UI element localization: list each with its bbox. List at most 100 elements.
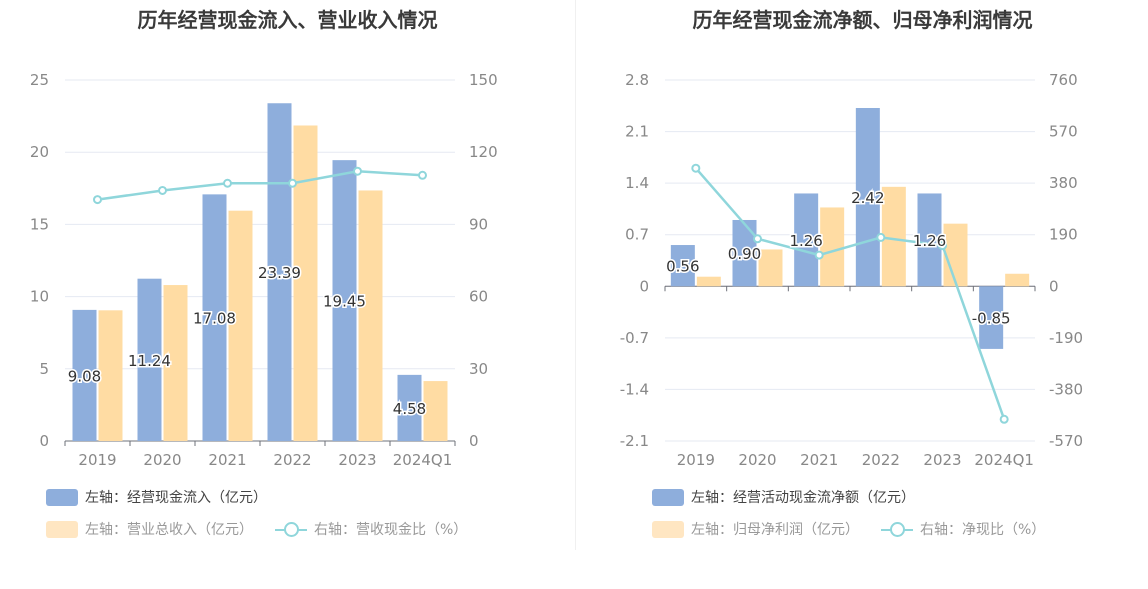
legend-item-cash-inflow[interactable]: 左轴：经营现金流入（亿元） [46,487,267,507]
left-axis-tick-label: 0 [639,277,649,295]
line-point [814,250,824,260]
left-axis-tick-label: 1.4 [625,174,649,192]
legend-line-marker-icon [275,521,307,538]
legend-swatch-blue [652,488,684,506]
right-axis-tick-label: 60 [469,288,488,306]
left-axis-tick-label: 25 [30,71,49,89]
legend-swatch-orange [46,520,78,538]
left-axis-tick-label: 0.7 [625,226,649,244]
x-axis-tick-label: 2020 [738,451,776,469]
chart-panel-right: 历年经营现金流净额、归母净利润情况 -2.1 -570 -1.4 -380 -0.7 -1… [577,0,1148,589]
right-axis-tick-label: 190 [1049,226,1078,244]
line-point [876,232,886,242]
x-axis-tick-label: 2019 [677,451,715,469]
line-point [753,234,762,244]
series-line [694,167,1006,420]
legend-item-cash-revenue-ratio[interactable]: 右轴：营收现金比（%） [275,519,467,539]
bar-blue [670,245,695,287]
x-axis-tick-label: 2024Q1 [393,451,453,469]
legend-label-revenue: 左轴：营业总收入（亿元） [85,522,253,538]
right-axis-tick-label: -570 [1049,432,1083,450]
right-axis-tick-label: 0 [469,432,479,450]
data-label: 1.26 [789,232,822,250]
x-axis-tick-label: 2021 [208,451,246,469]
right-axis-tick-label: 380 [1049,174,1078,192]
line-point [223,178,232,188]
line-point [288,178,297,188]
legend-row-1-left: 左轴：经营现金流入（亿元） [46,487,289,507]
left-axis-tick-label: 5 [39,360,49,378]
left-axis-tick-label: -0.7 [620,329,649,347]
bar-orange [293,125,318,442]
data-label: 0.56 [666,258,699,276]
right-axis-tick-label: 150 [469,71,498,89]
line-point [158,185,167,195]
x-axis-tick-label: 2019 [78,451,116,469]
x-axis-tick-label: 2022 [862,451,900,469]
data-label: 9.08 [68,367,101,385]
x-axis-tick-label: 2021 [800,451,838,469]
line-point [691,163,701,173]
bar-blue [794,193,819,287]
bar-blue [267,103,292,441]
x-axis-tick-label: 2023 [923,451,961,469]
data-label: 19.45 [323,293,366,311]
data-label: 17.08 [193,310,236,328]
legend-row-2-left: 左轴：营业总收入（亿元） 右轴：营收现金比（%） [46,519,489,539]
bar-blue [397,374,422,441]
data-label: -0.85 [972,310,1011,328]
legend-row-1-right: 左轴：经营活动现金流净额（亿元） [652,487,937,507]
bar-blue [332,160,357,441]
panel-divider [575,0,576,550]
bar-orange [758,249,783,287]
right-axis-tick-label: 30 [469,360,488,378]
bar-orange [423,381,448,441]
legend-swatch-orange [652,520,684,538]
x-axis-tick-label: 2023 [338,451,376,469]
bar-blue [979,286,1004,349]
data-label: 1.26 [913,232,946,250]
line-point [938,241,947,251]
legend-item-net-cash-ratio[interactable]: 右轴：净现比（%） [881,519,1045,539]
left-axis-tick-label: -2.1 [620,432,649,450]
legend-label-cash-inflow: 左轴：经营现金流入（亿元） [85,490,267,506]
left-axis-tick-label: 2.1 [625,123,649,141]
x-axis-tick-label: 2022 [273,451,311,469]
right-axis-tick-label: -190 [1049,329,1083,347]
chart-plot-right: -2.1 -570 -1.4 -380 -0.7 -190 0 0 0.7 190 1.4 380 2.… [620,71,1083,469]
bar-orange [1005,273,1030,287]
left-axis-tick-label: 20 [30,143,49,161]
right-axis-tick-label: 90 [469,215,488,233]
right-axis-tick-label: -380 [1049,380,1083,398]
legend-item-net-profit[interactable]: 左轴：归母净利润（亿元） [652,519,859,539]
bar-orange [696,276,721,287]
legend-row-2-right: 左轴：归母净利润（亿元） 右轴：净现比（%） [652,519,1067,539]
legend-line-marker-icon [881,521,913,538]
chart-plot-left: 0 0 5 30 10 60 15 90 20 120 25 150 2019 2020 2021 2022 2… [30,71,498,469]
left-axis-tick-label: 10 [30,288,49,306]
data-label: 11.24 [128,352,171,370]
line-point [999,414,1009,424]
legend-item-revenue[interactable]: 左轴：营业总收入（亿元） [46,519,253,539]
bar-orange [98,310,123,441]
left-axis-tick-label: -1.4 [620,380,649,398]
legend-label-net-cash-flow: 左轴：经营活动现金流净额（亿元） [691,490,915,506]
chart-panel-left: 历年经营现金流入、营业收入情况 0 0 5 30 10 60 15 90 20 120 25 150 2… [30,8,498,539]
legend-label-net-profit: 左轴：归母净利润（亿元） [691,522,859,538]
legend-label-net-cash-ratio: 右轴：净现比（%） [920,522,1046,538]
bar-orange [163,285,188,441]
left-axis-tick-label: 2.8 [625,71,649,89]
bar-blue [855,107,880,287]
line-point [353,166,362,176]
bar-orange [228,210,253,441]
bar-blue [917,193,942,287]
legend-label-cash-revenue-ratio: 右轴：营收现金比（%） [314,522,468,538]
bar-blue [72,309,97,441]
legend-item-net-cash-flow[interactable]: 左轴：经营活动现金流净额（亿元） [652,487,915,507]
x-axis-tick-label: 2020 [143,451,181,469]
data-label: 4.58 [393,400,426,418]
bar-blue [202,194,227,441]
bar-blue [137,278,162,441]
chart-title-left: 历年经营现金流入、营业收入情况 [137,8,438,32]
